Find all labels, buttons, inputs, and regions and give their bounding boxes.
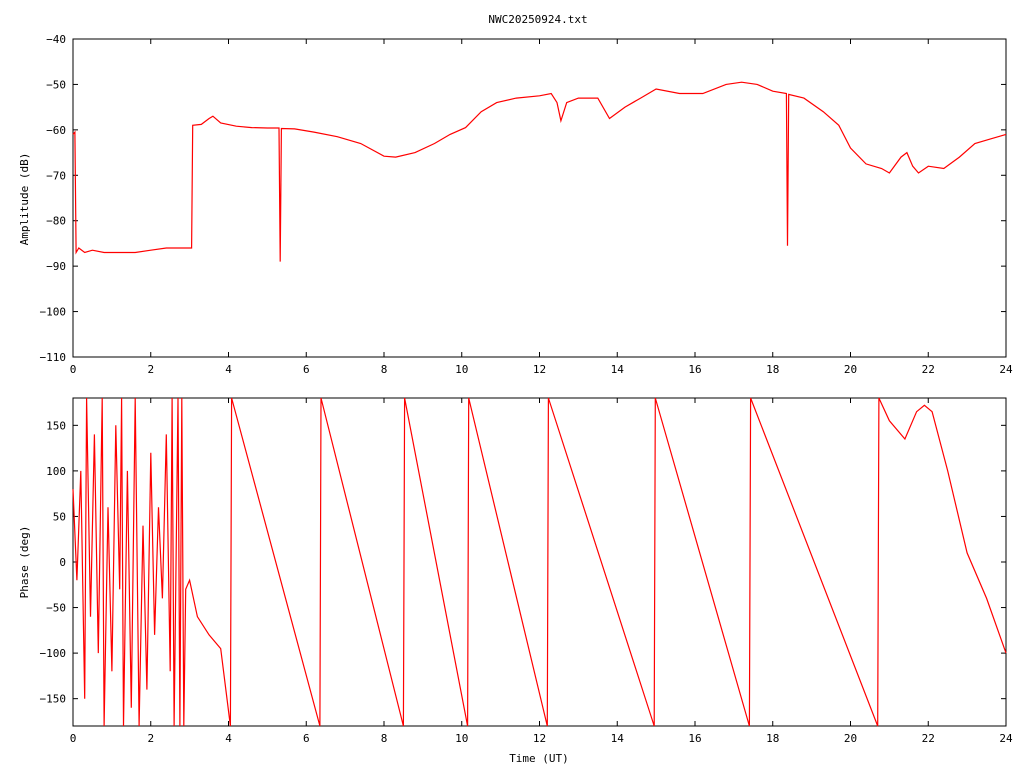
phase-y-tick-label: 50 — [53, 510, 66, 523]
amplitude-x-tick-label: 8 — [381, 363, 388, 376]
amplitude-y-axis-label: Amplitude (dB) — [18, 153, 31, 246]
amplitude-y-tick-label: −40 — [46, 33, 66, 46]
amplitude-y-tick-label: −60 — [46, 124, 66, 137]
phase-panel: Phase (deg) Time (UT) 0 2 4 6 8 10 12 14 16 18 20 2… — [18, 397, 1013, 765]
phase-plot-frame — [72, 397, 1007, 727]
amplitude-y-tick-label: −90 — [46, 260, 66, 273]
phase-x-tick-label: 8 — [381, 732, 388, 745]
amplitude-panel: Amplitude (dB) 0 2 4 6 8 10 12 14 16 18 20 22 24−40−… — [18, 33, 1013, 376]
amplitude-series — [72, 81, 1007, 262]
amplitude-x-tick-label: 18 — [766, 363, 779, 376]
phase-x-tick-label: 10 — [455, 732, 468, 745]
phase-y-tick-label: −150 — [40, 693, 67, 706]
phase-series — [72, 397, 1007, 727]
phase-y-tick-label: −100 — [40, 647, 67, 660]
amplitude-x-tick-label: 14 — [611, 363, 625, 376]
phase-x-tick-label: 4 — [225, 732, 232, 745]
amplitude-x-tick-label: 2 — [147, 363, 154, 376]
amplitude-y-tick-label: −50 — [46, 78, 66, 91]
phase-x-tick-label: 16 — [688, 732, 701, 745]
amplitude-x-tick-label: 6 — [303, 363, 310, 376]
phase-series-line — [72, 397, 1007, 727]
amplitude-x-tick-label: 10 — [455, 363, 468, 376]
amplitude-x-tick-label: 20 — [844, 363, 857, 376]
phase-ticks: 0 2 4 6 8 10 12 14 16 18 20 22 24150100500−50−100−15… — [40, 398, 1013, 745]
phase-x-tick-label: 6 — [303, 732, 310, 745]
phase-y-tick-label: 0 — [59, 556, 66, 569]
amplitude-x-tick-label: 22 — [922, 363, 935, 376]
amplitude-x-tick-label: 16 — [688, 363, 701, 376]
phase-x-tick-label: 2 — [147, 732, 154, 745]
amplitude-x-tick-label: 24 — [999, 363, 1013, 376]
amplitude-y-tick-label: −70 — [46, 169, 66, 182]
x-axis-label: Time (UT) — [509, 752, 569, 765]
phase-x-tick-label: 18 — [766, 732, 779, 745]
amplitude-series-line — [72, 81, 1007, 262]
amplitude-y-tick-label: −110 — [40, 351, 67, 364]
amplitude-x-tick-label: 12 — [533, 363, 546, 376]
amplitude-y-tick-label: −80 — [46, 215, 66, 228]
amplitude-x-tick-label: 0 — [70, 363, 77, 376]
phase-y-axis-label: Phase (deg) — [18, 526, 31, 599]
amplitude-ticks: 0 2 4 6 8 10 12 14 16 18 20 22 24−40−50−60−70−80−90−… — [40, 33, 1013, 376]
phase-x-tick-label: 0 — [70, 732, 77, 745]
phase-x-tick-label: 12 — [533, 732, 546, 745]
amplitude-plot-frame — [72, 38, 1007, 358]
amplitude-y-tick-label: −100 — [40, 306, 67, 319]
chart-title: NWC20250924.txt — [488, 13, 587, 26]
phase-x-tick-label: 20 — [844, 732, 857, 745]
phase-x-tick-label: 22 — [922, 732, 935, 745]
phase-y-tick-label: 100 — [46, 465, 66, 478]
phase-x-tick-label: 24 — [999, 732, 1013, 745]
phase-x-tick-label: 14 — [611, 732, 625, 745]
amplitude-x-tick-label: 4 — [225, 363, 232, 376]
phase-y-tick-label: 150 — [46, 419, 66, 432]
phase-y-tick-label: −50 — [46, 602, 66, 615]
